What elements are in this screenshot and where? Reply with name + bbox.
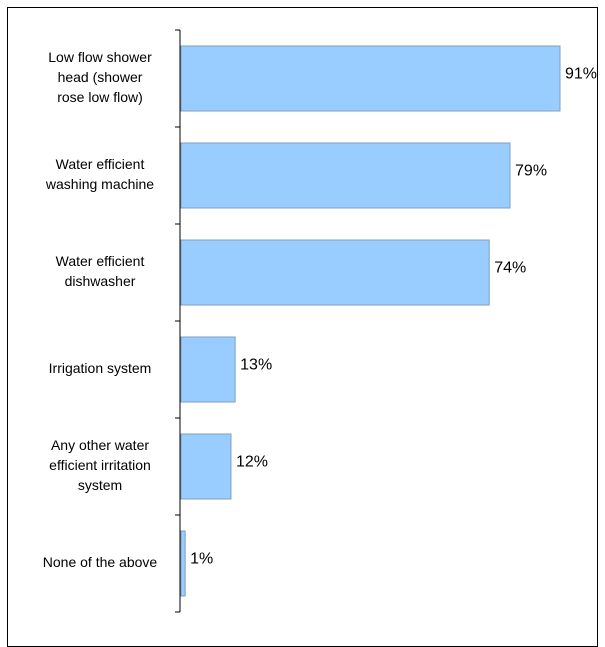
value-label: 91% xyxy=(565,66,597,83)
bar xyxy=(180,45,561,112)
bar xyxy=(180,239,490,306)
value-labels: 91% 79% 74% 13% 12% 1% xyxy=(190,66,597,568)
value-label: 12% xyxy=(236,454,268,471)
value-label: 13% xyxy=(240,357,272,374)
category-label: Water efficient washing machine xyxy=(45,156,154,192)
bar xyxy=(180,142,511,209)
category-label: Irrigation system xyxy=(49,360,152,376)
category-label: None of the above xyxy=(43,554,158,570)
bar xyxy=(180,433,232,500)
value-label: 1% xyxy=(190,551,213,568)
category-label: Water efficient dishwasher xyxy=(56,253,145,289)
bar xyxy=(180,336,236,403)
value-label: 74% xyxy=(494,260,526,277)
category-label: Low flow shower head (shower rose low flow… xyxy=(48,49,152,105)
category-labels: Low flow shower head (shower rose low flow… xyxy=(43,49,158,570)
value-label: 79% xyxy=(515,163,547,180)
category-axis xyxy=(175,29,181,613)
bars-layer xyxy=(180,45,561,597)
bar-chart: Low flow shower head (shower rose low flow… xyxy=(43,29,597,613)
category-label: Any other water efficient irritation syste… xyxy=(49,437,151,493)
bar xyxy=(180,530,186,597)
